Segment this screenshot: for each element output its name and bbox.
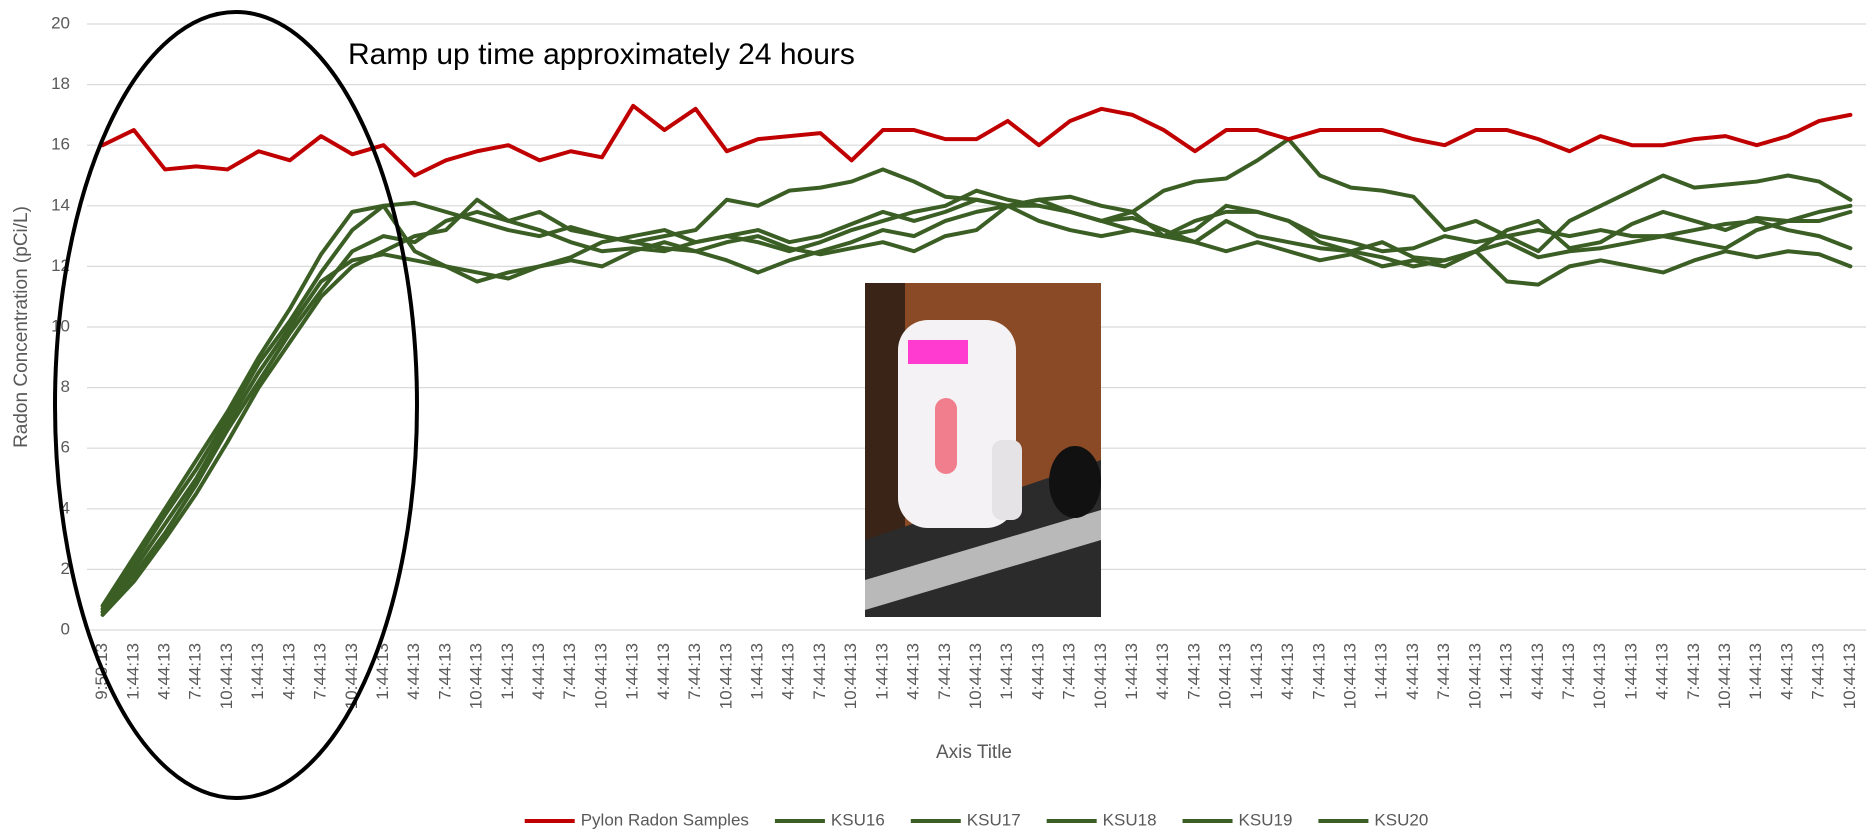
- x-tick-label: 1:44:13: [997, 643, 1016, 700]
- x-tick-label: 10:44:13: [841, 643, 860, 709]
- annotation: Ramp up time approximately 24 hours: [348, 38, 855, 71]
- x-tick-label: 10:44:13: [1465, 643, 1484, 709]
- highlight-ellipse: [53, 10, 419, 800]
- y-tick-label: 4: [61, 498, 70, 517]
- x-tick-label: 4:44:13: [1653, 643, 1672, 700]
- y-axis-title: Radon Concentration (pCi/L): [11, 206, 32, 448]
- x-tick-label: 7:44:13: [685, 643, 704, 700]
- x-tick-label: 1:44:13: [498, 643, 517, 700]
- y-tick-label: 2: [61, 559, 70, 578]
- x-tick-label: 10:44:13: [966, 643, 985, 709]
- x-tick-label: 10:44:13: [1840, 643, 1859, 709]
- y-tick-label: 6: [61, 438, 70, 457]
- series-line: [100, 103, 1853, 178]
- x-tick-label: 10:44:13: [1341, 643, 1360, 709]
- y-tick-label: 0: [61, 619, 70, 638]
- x-tick-label: 7:44:13: [935, 643, 954, 700]
- x-tick-label: 1:44:13: [623, 643, 642, 700]
- x-tick-label: 7:44:13: [186, 643, 205, 700]
- y-tick-label: 14: [51, 195, 70, 214]
- x-tick-label: 7:44:13: [1184, 643, 1203, 700]
- x-tick-label: 1:44:13: [872, 643, 891, 700]
- x-tick-label: 4:44:13: [155, 643, 174, 700]
- series-line: [100, 203, 1853, 611]
- detector-label: [908, 340, 968, 364]
- x-tick-label: 10:44:13: [1216, 643, 1235, 709]
- x-tick-label: 7:44:13: [311, 643, 330, 700]
- x-tick-label: 1:44:13: [748, 643, 767, 700]
- y-tick-label: 20: [51, 13, 70, 32]
- x-tick-label: 10:44:13: [1091, 643, 1110, 709]
- x-tick-label: 4:44:13: [1278, 643, 1297, 700]
- strip-end: [1049, 446, 1101, 518]
- x-tick-label: 7:44:13: [1309, 643, 1328, 700]
- legend-label: KSU20: [1374, 810, 1428, 829]
- series-line: [100, 188, 1853, 614]
- x-tick-label: 7:44:13: [1060, 643, 1079, 700]
- x-tick-label: 7:44:13: [435, 643, 454, 700]
- legend-label: KSU18: [1103, 810, 1157, 829]
- x-tick-label: 7:44:13: [1559, 643, 1578, 700]
- x-tick-label: 10:44:13: [342, 643, 361, 709]
- x-tick-label: 1:44:13: [248, 643, 267, 700]
- x-tick-label: 1:44:13: [1497, 643, 1516, 700]
- x-tick-label: 10:44:13: [716, 643, 735, 709]
- y-tick-label: 8: [61, 377, 70, 396]
- photo-inset: [865, 283, 1101, 617]
- x-tick-label: 10:44:13: [467, 643, 486, 709]
- x-tick-label: 1:44:13: [1621, 643, 1640, 700]
- x-tick-label: 4:44:13: [529, 643, 548, 700]
- x-tick-label: 7:44:13: [810, 643, 829, 700]
- x-axis-title: Axis Title: [936, 742, 1012, 763]
- power-strip-edge: [865, 510, 1101, 610]
- legend-label: KSU17: [967, 810, 1021, 829]
- x-tick-label: 4:44:13: [1028, 643, 1047, 700]
- x-tick-label: 10:44:13: [591, 643, 610, 709]
- x-tick-label: 1:44:13: [1122, 643, 1141, 700]
- x-tick-label: 4:44:13: [279, 643, 298, 700]
- x-tick-label: 1:44:13: [1746, 643, 1765, 700]
- x-tick-label: 4:44:13: [1153, 643, 1172, 700]
- x-tick-label: 4:44:13: [779, 643, 798, 700]
- x-tick-label: 1:44:13: [1247, 643, 1266, 700]
- x-tick-label: 4:44:13: [654, 643, 673, 700]
- x-tick-label: 1:44:13: [1372, 643, 1391, 700]
- x-tick-label: 4:44:13: [904, 643, 923, 700]
- x-tick-label: 1:44:13: [123, 643, 142, 700]
- legend-label: Pylon Radon Samples: [581, 810, 749, 829]
- x-tick-label: 4:44:13: [1777, 643, 1796, 700]
- x-tick-label: 10:44:13: [217, 643, 236, 709]
- series-line: [100, 197, 1853, 617]
- y-tick-label: 16: [51, 135, 70, 154]
- detector-window: [935, 398, 957, 474]
- x-tick-label: 4:44:13: [1403, 643, 1422, 700]
- legend-label: KSU19: [1239, 810, 1293, 829]
- legend-label: KSU16: [831, 810, 885, 829]
- x-tick-label: 4:44:13: [1528, 643, 1547, 700]
- x-tick-label: 1:44:13: [373, 643, 392, 700]
- x-tick-label: 10:44:13: [1715, 643, 1734, 709]
- legend: Pylon Radon Samples KSU16 KSU17 KSU18 KSU19 K…: [524, 810, 1428, 829]
- x-tick-label: 7:44:13: [560, 643, 579, 700]
- y-tick-label: 18: [51, 74, 70, 93]
- detector-plug: [992, 440, 1022, 520]
- x-tick-label: 7:44:13: [1434, 643, 1453, 700]
- x-tick-label: 10:44:13: [1590, 643, 1609, 709]
- x-tick-label: 7:44:13: [1809, 643, 1828, 700]
- x-tick-label: 4:44:13: [404, 643, 423, 700]
- x-tick-label: 7:44:13: [1684, 643, 1703, 700]
